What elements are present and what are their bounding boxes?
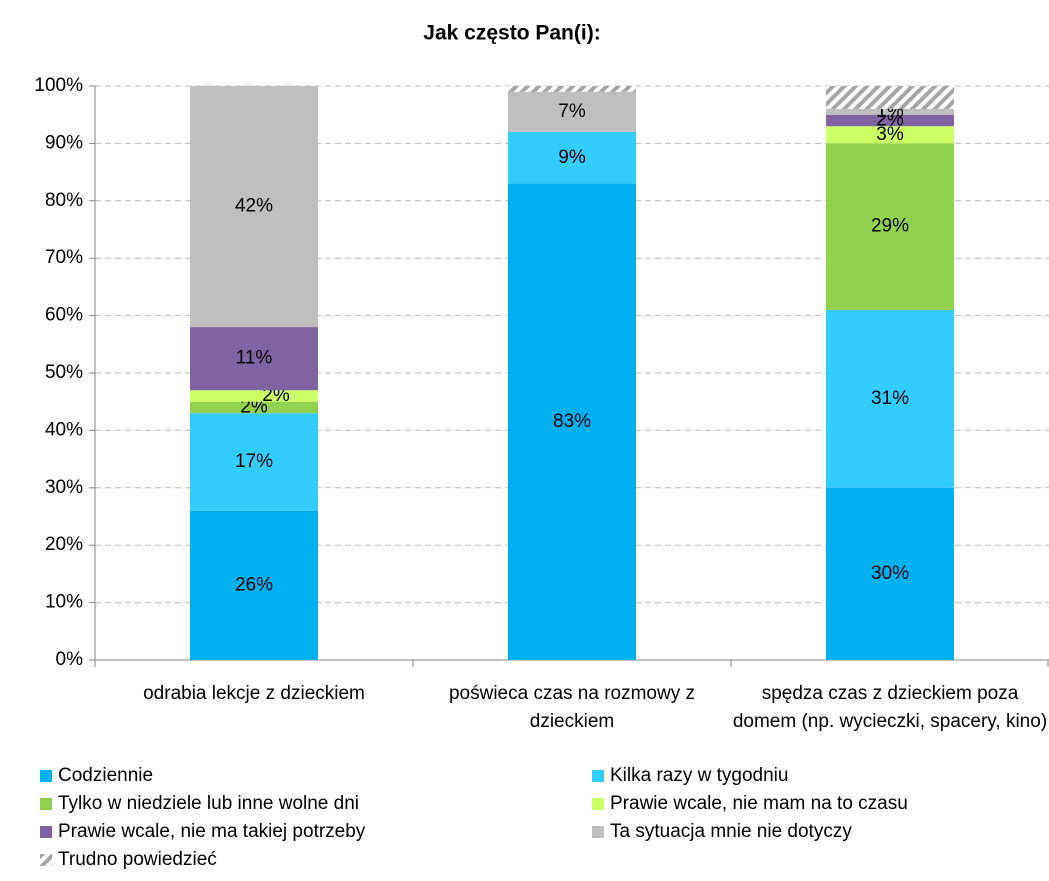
bar-segment [826, 309, 954, 488]
bar-segment [826, 487, 954, 660]
data-label: 42% [235, 196, 273, 217]
y-tick-label: 0% [56, 649, 84, 670]
y-tick-label: 10% [45, 592, 83, 613]
bar-segment [190, 327, 318, 391]
bar-segment [826, 126, 954, 144]
y-tick-label: 80% [45, 190, 83, 211]
data-label: 17% [235, 451, 273, 472]
chart-title: Jak często Pan(i): [423, 22, 600, 45]
legend-label: Prawie wcale, nie mam na to czasu [610, 793, 908, 814]
bar-segment [826, 86, 954, 109]
y-tick-label: 50% [45, 362, 83, 383]
data-label: 9% [558, 147, 586, 168]
data-label: 83% [553, 411, 591, 432]
y-tick-label: 70% [45, 247, 83, 268]
legend-swatch [40, 854, 52, 866]
legend-label: Codziennie [58, 765, 153, 786]
data-label: 7% [558, 101, 586, 122]
legend-swatch [40, 770, 52, 782]
data-label: 30% [871, 563, 909, 584]
data-label: 2% [876, 109, 904, 130]
data-label: 31% [871, 388, 909, 409]
legend-swatch [40, 826, 52, 838]
bar-segment [508, 91, 636, 132]
x-tick-label: odrabia lekcje z dzieckiem [143, 683, 365, 704]
legend-swatch [40, 798, 52, 810]
bar-segment [508, 86, 636, 92]
legend-swatch [592, 798, 604, 810]
data-label: 26% [235, 574, 273, 595]
legend-swatch [592, 826, 604, 838]
bar-segment [190, 86, 318, 328]
data-label: 2% [240, 396, 268, 417]
y-tick-label: 100% [34, 75, 83, 96]
bar-segment [508, 183, 636, 660]
x-tick-label: spędza czas z dzieckiem poza domem (np. … [732, 683, 1048, 732]
y-tick-label: 60% [45, 305, 83, 326]
data-label: 29% [871, 216, 909, 237]
y-tick-label: 20% [45, 534, 83, 555]
legend-label: Ta sytuacja mnie nie dotyczy [610, 821, 852, 842]
bar-segment [190, 413, 318, 511]
data-label: 11% [236, 348, 273, 369]
legend-label: Tylko w niedziele lub inne wolne dni [58, 793, 359, 814]
bar-segment [826, 114, 954, 127]
x-tick-label: poświeca czas na rozmowy z dzieckiem [448, 683, 696, 732]
legend-label: Kilka razy w tygodniu [610, 765, 788, 786]
bar-segment [190, 390, 318, 402]
y-tick-label: 30% [45, 477, 83, 498]
legend-label: Prawie wcale, nie ma takiej potrzeby [58, 821, 366, 842]
bar-segment [190, 401, 318, 414]
bar-segment [826, 108, 954, 115]
data-label: 3% [876, 124, 904, 145]
legend-swatch [592, 770, 604, 782]
bar-segment [190, 510, 318, 660]
bar-segment [826, 143, 954, 310]
y-tick-label: 90% [45, 132, 83, 153]
legend-label: Trudno powiedzieć [58, 849, 217, 870]
data-label: 2% [262, 385, 290, 406]
bar-segment [508, 131, 636, 184]
y-tick-label: 40% [45, 419, 83, 440]
